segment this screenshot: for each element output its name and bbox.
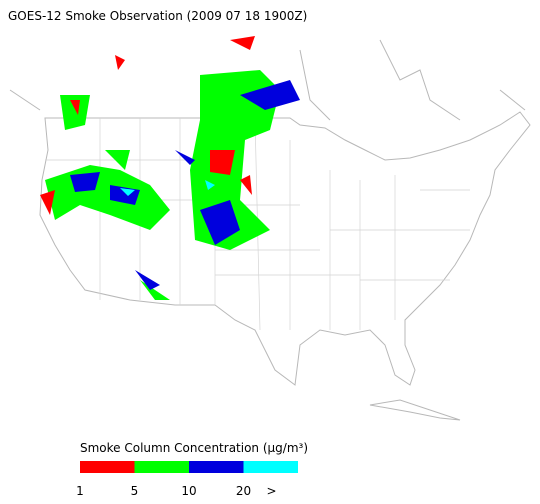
smoke-cluster [45,70,280,300]
legend: 1 5 10 20 > [76,461,298,498]
legend-swatch [189,461,244,473]
title: GOES-12 Smoke Observation (2009 07 18 19… [8,9,307,23]
legend-swatch [134,461,189,473]
cuba [369,399,461,421]
legend-swatch [243,461,298,473]
legend-label: 20 [236,484,251,498]
smoke-cluster [70,80,300,290]
smoke-pixels [40,36,300,300]
legend-label: > [266,484,276,498]
us-outline [39,111,531,386]
legend-label: 10 [181,484,196,498]
legend-swatch [80,461,135,473]
legend-label: 5 [131,484,139,498]
canada-coast [9,39,526,121]
legend-label: 1 [76,484,84,498]
smoke-cluster [120,180,215,196]
legend-title: Smoke Column Concentration (μg/m³) [80,441,308,455]
